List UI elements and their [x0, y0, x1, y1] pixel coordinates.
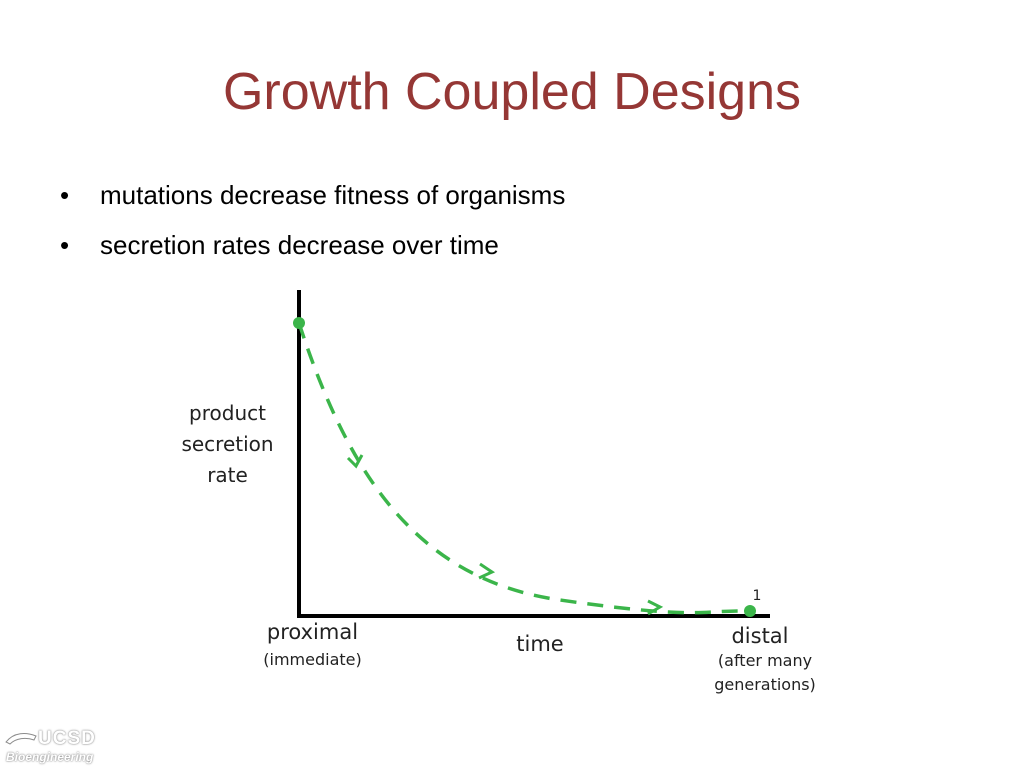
start-point — [293, 317, 305, 329]
trident-logo-icon — [5, 733, 37, 745]
bullet-item: • secretion rates decrease over time — [60, 220, 565, 270]
bullet-text: secretion rates decrease over time — [100, 230, 499, 260]
end-point-label: 1 — [752, 588, 762, 604]
logo-department: Bioengineering — [6, 750, 94, 764]
y-axis-label: product secretion rate — [181, 401, 274, 487]
x-left-label: proximal — [266, 620, 359, 644]
curve-arrow-icon — [647, 599, 664, 616]
bullet-item: • mutations decrease fitness of organisms — [60, 170, 565, 220]
decay-curve — [297, 322, 751, 615]
end-point — [744, 605, 756, 617]
x-right-label: distal — [731, 624, 789, 648]
ucsd-logo: UCSD Bioengineering — [4, 726, 114, 766]
curve-arrow-icon — [478, 562, 496, 580]
bullet-dot-icon: • — [60, 180, 70, 210]
bullet-dot-icon: • — [60, 230, 70, 260]
bullet-text: mutations decrease fitness of organisms — [100, 180, 566, 210]
curve-arrow-icon — [346, 454, 364, 469]
logo-wordmark: UCSD — [38, 728, 96, 749]
x-left-sublabel: (immediate) — [263, 650, 362, 669]
slide-title: Growth Coupled Designs — [222, 63, 802, 121]
x-right-sublabel: (after many generations) — [714, 651, 816, 694]
x-axis-label: time — [516, 632, 564, 656]
bullet-list: • mutations decrease fitness of organisms… — [60, 170, 565, 270]
